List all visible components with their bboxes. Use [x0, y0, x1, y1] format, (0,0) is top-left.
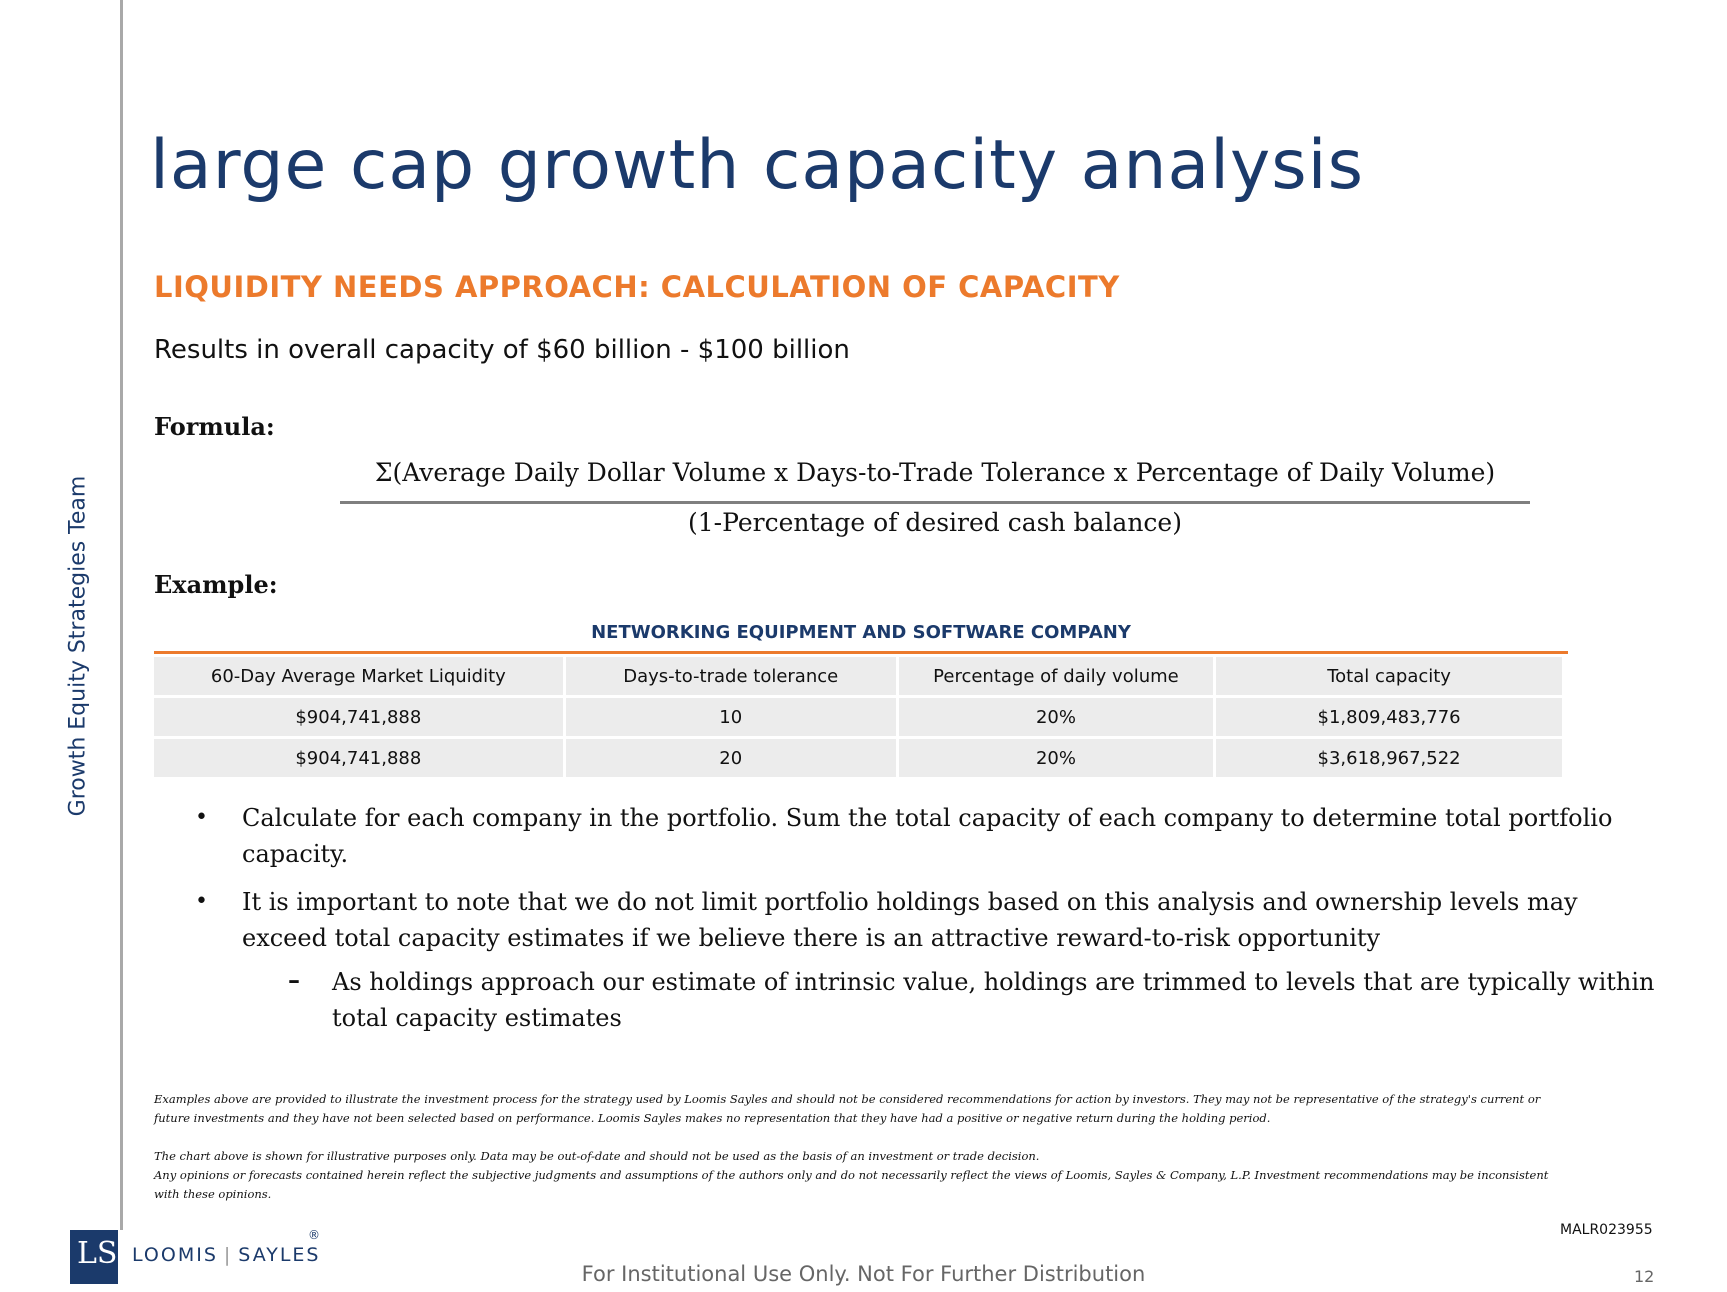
sub-bullet-item: – As holdings approach our estimate of i…	[190, 964, 1670, 1036]
header-cell: Days-to-trade tolerance	[565, 657, 896, 695]
table-header-row: 60-Day Average Market Liquidity Days-to-…	[154, 657, 1562, 695]
disclaimer-text: Examples above are provided to illustrat…	[154, 1092, 1541, 1125]
header-cell: Percentage of daily volume	[898, 657, 1214, 695]
formula-label: Formula:	[154, 412, 275, 441]
table-cell: $1,809,483,776	[1216, 698, 1562, 736]
capacity-table: 60-Day Average Market Liquidity Days-to-…	[151, 654, 1565, 780]
document-id: MALR023955	[1560, 1222, 1653, 1238]
company-logo: LS LOOMIS | SAYLES ®	[70, 1228, 400, 1284]
page-number: 12	[1634, 1267, 1655, 1286]
table-cell: $904,741,888	[154, 698, 563, 736]
registered-mark: ®	[308, 1228, 320, 1242]
bullet-item: • Calculate for each company in the port…	[190, 800, 1670, 872]
formula-denominator: (1-Percentage of desired cash balance)	[688, 508, 1182, 537]
example-label: Example:	[154, 570, 278, 599]
disclaimer-text: The chart above is shown for illustrativ…	[154, 1149, 1040, 1163]
table-title: NETWORKING EQUIPMENT AND SOFTWARE COMPAN…	[591, 622, 1131, 643]
disclaimer-text: Any opinions or forecasts contained here…	[154, 1168, 1549, 1201]
logo-name-right: SAYLES	[238, 1244, 321, 1266]
logo-wordmark: LOOMIS | SAYLES	[132, 1244, 321, 1266]
header-cell: Total capacity	[1216, 657, 1562, 695]
disclaimer: Examples above are provided to illustrat…	[154, 1090, 1554, 1204]
bullet-text: It is important to note that we do not l…	[242, 888, 1578, 952]
bullet-dot-icon: •	[195, 805, 208, 830]
table-cell: 20	[565, 739, 896, 777]
table-cell: 20%	[898, 698, 1214, 736]
results-text: Results in overall capacity of $60 billi…	[154, 335, 850, 365]
left-border-line	[120, 0, 123, 1230]
footer-text: For Institutional Use Only. Not For Furt…	[581, 1262, 1146, 1286]
formula-numerator: Σ(Average Daily Dollar Volume x Days-to-…	[374, 458, 1496, 487]
logo-mark-text: LS	[77, 1236, 118, 1271]
bullet-text: Calculate for each company in the portfo…	[242, 804, 1613, 868]
bullet-item: • It is important to note that we do not…	[190, 884, 1670, 956]
logo-mark: LS	[70, 1230, 118, 1284]
table-row: $904,741,888 20 20% $3,618,967,522	[154, 739, 1562, 777]
table-cell: 20%	[898, 739, 1214, 777]
fraction-line	[340, 501, 1530, 504]
sub-bullet-text: As holdings approach our estimate of int…	[332, 968, 1655, 1032]
dash-icon: –	[288, 965, 300, 994]
table-row: $904,741,888 10 20% $1,809,483,776	[154, 698, 1562, 736]
table-cell: 10	[565, 698, 896, 736]
bullet-dot-icon: •	[195, 889, 208, 914]
page-title: large cap growth capacity analysis	[150, 126, 1365, 205]
header-cell: 60-Day Average Market Liquidity	[154, 657, 563, 695]
table-top-rule	[154, 651, 1568, 654]
logo-name-left: LOOMIS	[132, 1244, 218, 1266]
table-cell: $904,741,888	[154, 739, 563, 777]
section-subtitle: LIQUIDITY NEEDS APPROACH: CALCULATION OF…	[154, 270, 1120, 304]
side-label: Growth Equity Strategies Team	[65, 475, 91, 817]
table-cell: $3,618,967,522	[1216, 739, 1562, 777]
bullet-list: • Calculate for each company in the port…	[190, 800, 1670, 1036]
